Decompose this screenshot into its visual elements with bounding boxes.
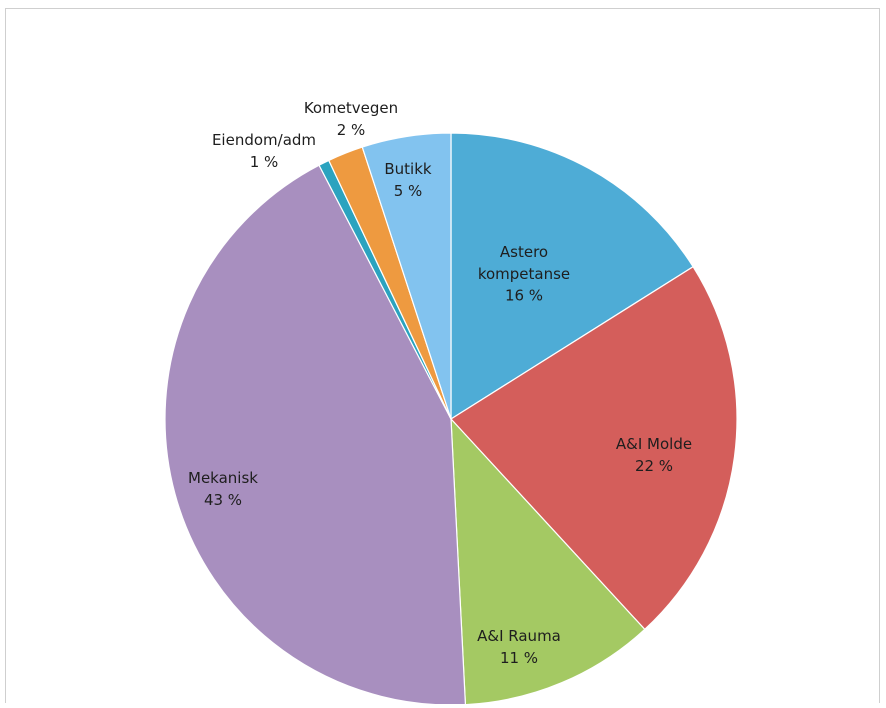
pie-slice-mekanisk [164, 164, 466, 704]
slice-label-line: 11 % [500, 649, 538, 667]
slice-label-mekanisk: Mekanisk 43 % [188, 469, 258, 509]
pie-slice-aandi-rauma [450, 417, 646, 704]
slice-label-line: 2 % [337, 121, 366, 139]
slice-label-line: A&I Rauma [477, 627, 561, 645]
slice-label-aandi-molde: A&I Molde 22 % [616, 435, 692, 475]
slice-label-aandi-rauma: A&I Rauma 11 % [477, 627, 561, 667]
slice-label-line: Mekanisk [188, 469, 258, 487]
slice-label-line: 22 % [635, 457, 673, 475]
pie-slice-astero-kompetanse [450, 132, 694, 421]
pie-labels: Astero kompetanse 16 % A&I Molde 22 % A&I Rau… [188, 99, 692, 667]
slice-label-line: Eiendom/adm [212, 131, 316, 149]
slice-label-eiendom-adm: Eiendom/adm 1 % [212, 131, 316, 171]
slice-label-line: 1 % [250, 153, 279, 171]
slice-label-line: Butikk [384, 160, 432, 178]
chart-frame: Astero kompetanse 16 % A&I Molde 22 % A&I Rau… [5, 8, 880, 704]
slice-label-line: kompetanse [478, 265, 570, 283]
slice-label-kometvegen: Kometvegen 2 % [304, 99, 398, 139]
pie-slice-butikk [361, 132, 452, 420]
pie-slices [164, 132, 738, 704]
pie-chart: Astero kompetanse 16 % A&I Molde 22 % A&I Rau… [164, 99, 738, 704]
slice-label-line: 16 % [505, 287, 543, 305]
slice-label-line: 5 % [394, 182, 423, 200]
slice-label-butikk: Butikk 5 % [384, 160, 432, 200]
slice-label-line: Kometvegen [304, 99, 398, 117]
slice-label-line: 43 % [204, 491, 242, 509]
pie-slice-aandi-molde [450, 265, 738, 631]
slice-label-astero-kompetanse: Astero kompetanse 16 % [478, 243, 570, 305]
slice-label-line: Astero [500, 243, 548, 261]
slice-label-line: A&I Molde [616, 435, 692, 453]
